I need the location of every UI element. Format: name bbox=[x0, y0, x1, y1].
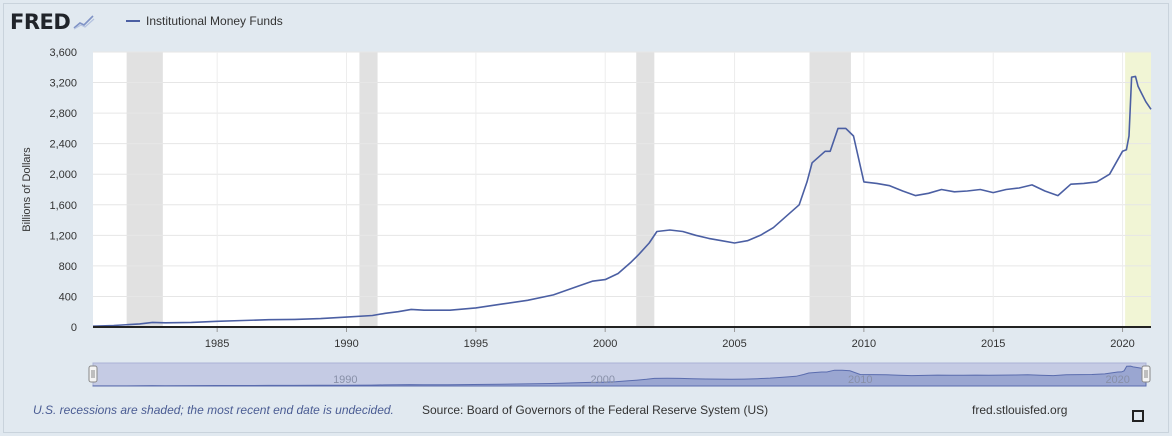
legend-label: Institutional Money Funds bbox=[146, 14, 283, 28]
y-tick-label: 3,600 bbox=[49, 47, 77, 59]
recession-band bbox=[1125, 52, 1151, 327]
logo-text: FRED bbox=[10, 10, 71, 34]
source-text: Source: Board of Governors of the Federa… bbox=[422, 403, 769, 417]
navigator-label: 1990 bbox=[333, 374, 357, 386]
x-tick-label: 1985 bbox=[205, 338, 229, 350]
y-tick-label: 400 bbox=[59, 291, 77, 303]
legend-swatch bbox=[126, 20, 140, 22]
recession-band bbox=[809, 52, 851, 327]
plot-area bbox=[93, 52, 1151, 327]
y-tick-label: 2,000 bbox=[49, 169, 77, 181]
y-tick-label: 1,200 bbox=[49, 230, 77, 242]
y-axis-label: Billions of Dollars bbox=[21, 147, 33, 232]
navigator-label: 2010 bbox=[848, 374, 872, 386]
line-chart[interactable]: 0 400 800 1,200 1,600 2,000 2,400 2,800 3,200 3,6… bbox=[0, 0, 1172, 400]
recession-band bbox=[126, 52, 163, 327]
y-tick-label: 1,600 bbox=[49, 200, 77, 212]
recession-band bbox=[636, 52, 655, 327]
y-tick-label: 0 bbox=[71, 322, 77, 334]
x-tick-label: 2005 bbox=[722, 338, 746, 350]
recession-note: U.S. recessions are shaded; the most rec… bbox=[33, 403, 394, 417]
y-tick-label: 2,800 bbox=[49, 108, 77, 120]
fred-logo[interactable]: FRED bbox=[10, 8, 95, 36]
navigator-series bbox=[92, 365, 1147, 387]
chart-legend[interactable]: Institutional Money Funds bbox=[126, 14, 283, 28]
chart-logo-icon bbox=[73, 15, 95, 30]
site-link[interactable]: fred.stlouisfed.org bbox=[972, 403, 1068, 417]
x-tick-label: 1995 bbox=[464, 338, 488, 350]
x-tick-label: 2010 bbox=[852, 338, 876, 350]
y-tick-label: 800 bbox=[59, 261, 77, 273]
y-tick-label: 3,200 bbox=[49, 78, 77, 90]
x-tick-label: 1990 bbox=[334, 338, 358, 350]
navigator-label: 2020 bbox=[1105, 374, 1129, 386]
series-line[interactable] bbox=[92, 75, 1152, 327]
navigator-handle-right[interactable] bbox=[1141, 365, 1151, 383]
fullscreen-icon[interactable] bbox=[1132, 410, 1144, 422]
navigator-handle-left[interactable] bbox=[88, 365, 98, 383]
y-tick-label: 2,400 bbox=[49, 139, 77, 151]
recession-band bbox=[359, 52, 378, 327]
x-tick-label: 2000 bbox=[593, 338, 617, 350]
x-tick-label: 2020 bbox=[1110, 338, 1134, 350]
navigator-label: 2000 bbox=[591, 374, 615, 386]
x-tick-label: 2015 bbox=[981, 338, 1005, 350]
